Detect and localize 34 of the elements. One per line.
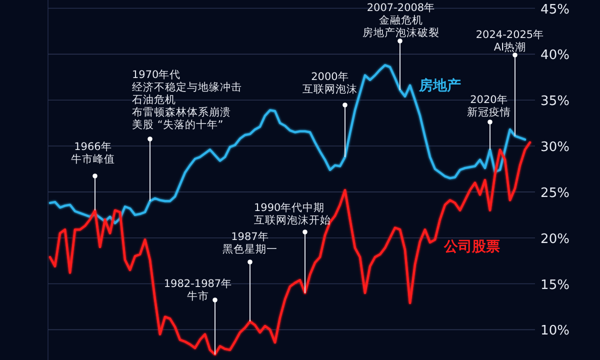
annotation: 2007-2008年 — [366, 2, 436, 14]
annotation: 房地产泡沫破裂 — [362, 26, 440, 39]
annotation: 2024-2025年 — [476, 29, 544, 41]
y-tick-label: 10% — [540, 324, 570, 339]
annotation: 1987年 — [231, 231, 269, 243]
line-series — [48, 141, 532, 356]
annotation: 1990年代中期 — [254, 201, 325, 214]
annotation: AI热潮 — [494, 40, 526, 54]
annotation: 新冠疫情 — [467, 106, 511, 118]
y-tick-label: 25% — [540, 186, 570, 201]
y-tick-label: 40% — [540, 48, 570, 64]
annotation: 石油危机 — [132, 93, 176, 106]
y-tick-label: 20% — [540, 232, 570, 247]
annotation: 牛市 — [187, 290, 209, 302]
annotation: 布雷顿森林体系崩溃 — [132, 106, 231, 118]
y-tick-label: 15% — [540, 278, 570, 293]
annotation: 经济不稳定与地缘冲击 — [132, 80, 242, 94]
annotation: 互联网泡沫开始 — [254, 214, 331, 226]
annotation: 1966年 — [74, 141, 112, 153]
series-label: 公司股票 — [443, 239, 500, 255]
series-label: 房地产 — [418, 77, 461, 94]
annotation: 美股 “失落的十年” — [132, 118, 224, 131]
annotation: 2000年 — [311, 71, 349, 83]
annotation: 1982-1987年 — [164, 278, 232, 290]
y-tick-label: 30% — [540, 140, 570, 156]
annotation: 互联网泡沫 — [302, 82, 358, 96]
annotation: 1970年代 — [132, 69, 181, 81]
annotation: 金融危机 — [379, 14, 423, 26]
annotation: 2020年 — [470, 94, 508, 106]
line-series — [48, 64, 526, 224]
annotation: 黑色星期一 — [222, 244, 278, 256]
annotation: 牛市峰值 — [71, 152, 115, 166]
y-tick-label: 45% — [540, 2, 570, 18]
y-tick-label: 35% — [540, 94, 570, 110]
